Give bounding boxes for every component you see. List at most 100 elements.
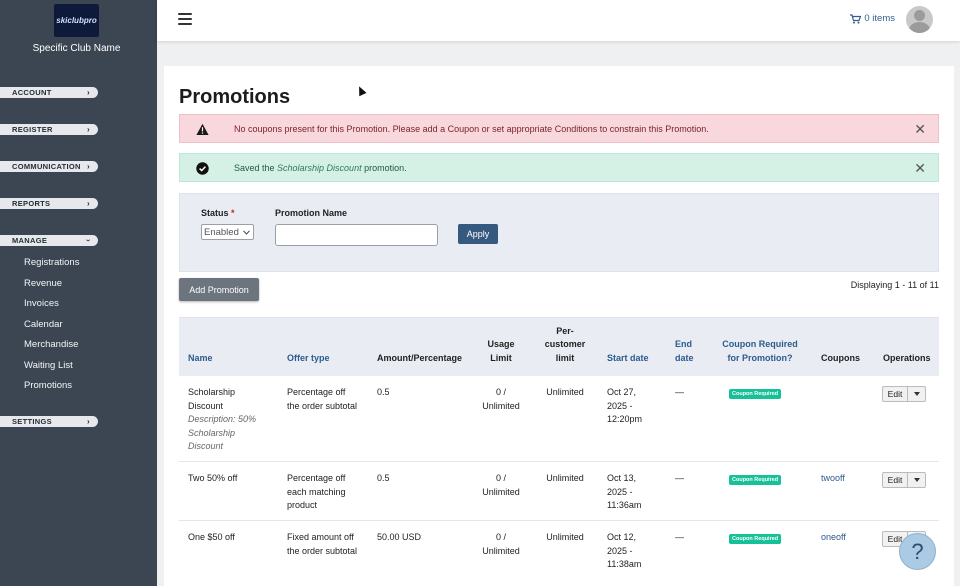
warning-icon xyxy=(196,123,209,135)
end-date-cell: — xyxy=(675,387,684,397)
chevron-down-icon: › xyxy=(84,239,94,242)
avatar[interactable] xyxy=(906,6,933,33)
usage-limit-cell: 0 /Unlimited xyxy=(482,387,520,411)
warning-alert: No coupons present for this Promotion. P… xyxy=(179,114,939,143)
club-logo[interactable]: skiclubpro xyxy=(54,4,99,37)
header-coupon-required[interactable]: Coupon Required for Promotion? xyxy=(722,339,798,363)
start-date-cell: Oct 12, 2025 -11:38am xyxy=(607,532,642,569)
nav-section-communication[interactable]: COMMUNICATION › xyxy=(0,161,98,172)
promotion-name-cell: Scholarship Discount Description: 50% Scho… xyxy=(188,387,257,451)
coupon-link[interactable]: twooff xyxy=(821,473,845,483)
nav-section-label: REPORTS xyxy=(12,199,51,208)
per-customer-limit-cell: Unlimited xyxy=(546,532,584,542)
offer-type-cell: Percentage off the order subtotal xyxy=(287,387,358,411)
table-row: One $50 off Fixed amount off the order su… xyxy=(179,521,939,585)
chevron-right-icon: › xyxy=(87,417,90,426)
coupon-link[interactable]: oneoff xyxy=(821,532,846,542)
nav-section-label: MANAGE xyxy=(12,236,48,245)
header-offer-type[interactable]: Offer type xyxy=(287,352,330,363)
promotion-name-label: Promotion Name xyxy=(275,208,348,218)
header-usage-limit: Usage Limit xyxy=(487,339,515,363)
header-end-date[interactable]: End date xyxy=(675,339,694,363)
page-title: Promotions xyxy=(179,86,291,108)
check-circle-icon xyxy=(196,162,209,175)
club-name: Specific Club Name xyxy=(32,43,121,54)
per-customer-limit-cell: Unlimited xyxy=(546,473,584,483)
chevron-right-icon: › xyxy=(87,162,90,171)
usage-limit-cell: 0 /Unlimited xyxy=(482,532,520,556)
close-icon[interactable]: ✕ xyxy=(914,160,926,176)
status-label: Status * xyxy=(201,208,235,218)
sidebar-item-invoices[interactable]: Invoices xyxy=(24,298,59,309)
chevron-right-icon: › xyxy=(87,88,90,97)
header-operations: Operations xyxy=(883,352,931,363)
promotion-name-link[interactable]: Scholarship Discount xyxy=(277,163,362,173)
sidebar-item-merchandise[interactable]: Merchandise xyxy=(24,339,79,350)
header-amount: Amount/Percentage xyxy=(377,352,463,363)
start-date-cell: Oct 13, 2025 -11:36am xyxy=(607,473,642,510)
success-text: Saved the Scholarship Discount promotion… xyxy=(234,163,407,173)
sidebar-item-waiting-list[interactable]: Waiting List xyxy=(24,360,73,371)
warning-text: No coupons present for this Promotion. P… xyxy=(234,124,709,134)
nav-section-label: ACCOUNT xyxy=(12,88,52,97)
end-date-cell: — xyxy=(675,532,684,542)
apply-button[interactable]: Apply xyxy=(458,224,498,244)
end-date-cell: — xyxy=(675,473,684,483)
header-start-date[interactable]: Start date xyxy=(607,352,649,363)
nav-section-label: SETTINGS xyxy=(12,417,52,426)
table-row: Two 50% off Percentage off each matching p… xyxy=(179,462,939,521)
start-date-cell: Oct 27, 2025 -12:20pm xyxy=(607,387,643,424)
dropdown-caret-icon[interactable] xyxy=(908,386,926,402)
nav-section-settings[interactable]: SETTINGS › xyxy=(0,416,98,427)
cart-count: 0 items xyxy=(864,13,895,24)
top-bar: 0 items xyxy=(157,0,960,41)
amount-cell: 0.5 xyxy=(377,387,390,397)
status-badge: Coupon Required xyxy=(729,389,782,399)
header-coupons: Coupons xyxy=(821,352,860,363)
filter-panel: Status * Enabled Promotion Name Apply xyxy=(179,193,939,272)
usage-limit-cell: 0 /Unlimited xyxy=(482,473,520,497)
sidebar: skiclubpro Specific Club Name ACCOUNT › … xyxy=(0,0,157,586)
edit-button-group: Edit xyxy=(882,472,926,488)
nav-section-manage[interactable]: MANAGE › xyxy=(0,235,98,246)
sidebar-item-promotions[interactable]: Promotions xyxy=(24,380,73,391)
displaying-count: Displaying 1 - 11 of 11 xyxy=(850,280,939,290)
edit-button-group: Edit xyxy=(882,386,926,402)
promotion-name-cell: Two 50% off xyxy=(188,473,238,483)
close-icon[interactable]: ✕ xyxy=(914,121,926,137)
promotion-name-input[interactable] xyxy=(275,224,438,246)
amount-cell: 0.5 xyxy=(377,473,390,483)
dropdown-caret-icon[interactable] xyxy=(908,472,926,488)
table-header: Name Offer type Amount/Percentage Usage L… xyxy=(179,317,939,376)
header-per-customer-limit: Per-customer limit xyxy=(544,325,586,363)
edit-button[interactable]: Edit xyxy=(882,386,908,402)
nav-section-label: COMMUNICATION xyxy=(12,162,81,171)
nav-section-account[interactable]: ACCOUNT › xyxy=(0,87,98,98)
promotion-name-cell: One $50 off xyxy=(188,532,235,542)
amount-cell: 50.00 USD xyxy=(377,532,422,542)
table-row: Scholarship Discount Description: 50% Scho… xyxy=(179,376,939,462)
sidebar-item-revenue[interactable]: Revenue xyxy=(24,278,63,289)
nav-section-label: REGISTER xyxy=(12,125,53,134)
chevron-right-icon: › xyxy=(87,199,90,208)
add-promotion-button[interactable]: Add Promotion xyxy=(179,278,259,301)
success-alert: Saved the Scholarship Discount promotion… xyxy=(179,153,939,182)
offer-type-cell: Fixed amount off the order subtotal xyxy=(287,532,358,556)
status-select[interactable]: Enabled xyxy=(201,224,254,240)
cart-icon xyxy=(850,13,862,24)
sidebar-item-registrations[interactable]: Registrations xyxy=(24,257,80,268)
edit-button[interactable]: Edit xyxy=(882,472,908,488)
cart-link[interactable]: 0 items xyxy=(850,13,895,24)
help-button[interactable]: ? xyxy=(899,533,936,570)
promotions-table: Name Offer type Amount/Percentage Usage L… xyxy=(179,317,939,585)
nav-section-register[interactable]: REGISTER › xyxy=(0,124,98,135)
nav-section-reports[interactable]: REPORTS › xyxy=(0,198,98,209)
sidebar-item-calendar[interactable]: Calendar xyxy=(24,319,63,330)
chevron-right-icon: › xyxy=(87,125,90,134)
status-badge: Coupon Required xyxy=(729,475,782,485)
chevron-down-icon xyxy=(243,229,250,235)
header-name[interactable]: Name xyxy=(188,352,213,363)
per-customer-limit-cell: Unlimited xyxy=(546,387,584,397)
menu-icon[interactable] xyxy=(178,13,192,25)
offer-type-cell: Percentage off each matching product xyxy=(287,473,346,510)
